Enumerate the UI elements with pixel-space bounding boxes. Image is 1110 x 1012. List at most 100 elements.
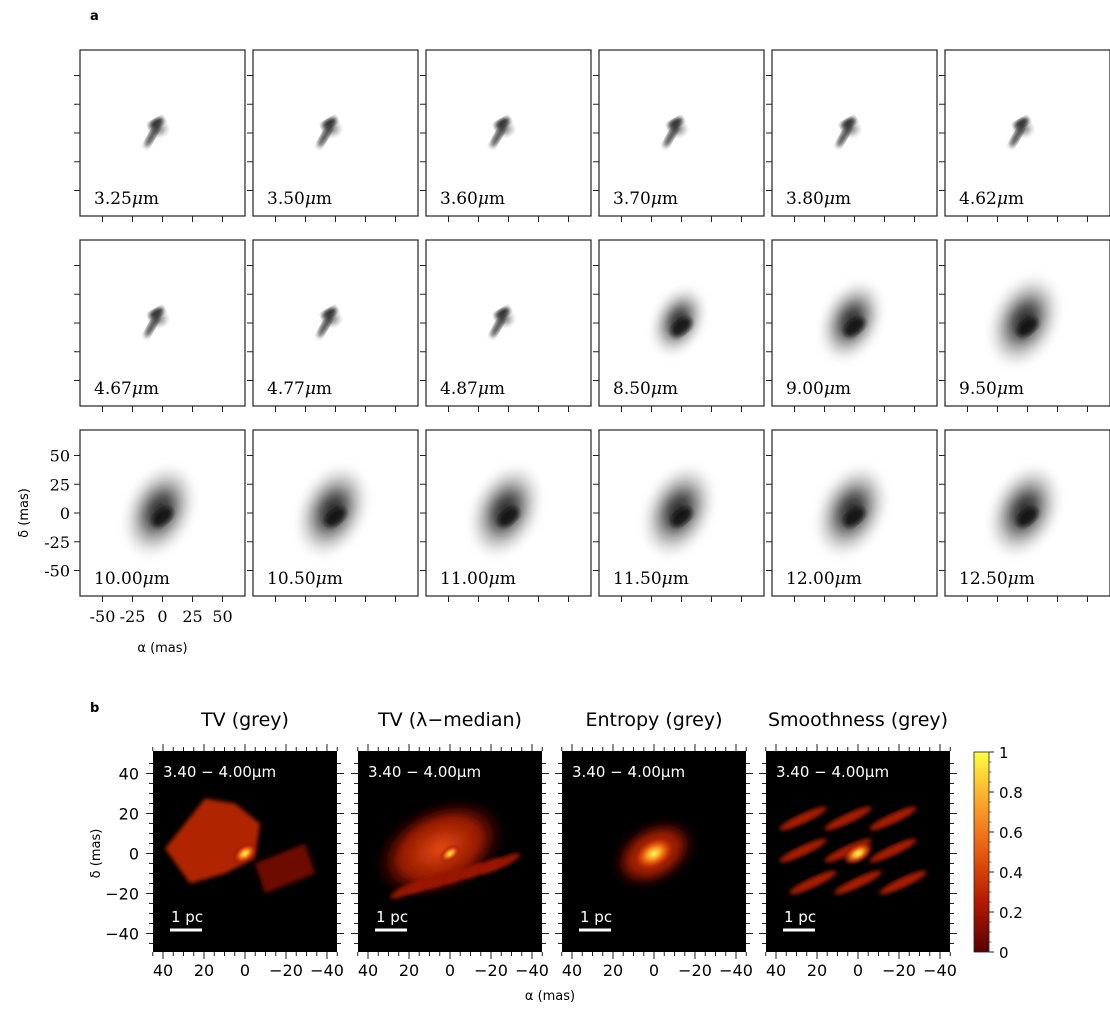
tile-image [987, 273, 1062, 369]
tile-ticks [247, 75, 396, 222]
tile-ticks [420, 75, 569, 222]
wavelength-label: 12.00μm [786, 569, 862, 589]
tile-image [468, 463, 543, 559]
x-tick-label: −40 [515, 961, 549, 980]
tile-ticks [74, 265, 223, 412]
y-tick-label: 25 [50, 475, 70, 494]
emission-streak [479, 853, 521, 874]
reconstruction-panel: TV (grey) 3.40 − 4.00μm 1 pc 40 20 0 −20 −40 [146, 709, 344, 980]
tile-image [144, 117, 171, 148]
reconstruction-image [165, 798, 315, 894]
wavelength-tile: 3.80μm [766, 49, 938, 222]
x-tick-label: −20 [269, 961, 303, 980]
x-tick-label: 0 [445, 961, 455, 980]
y-tick-label: −40 [105, 925, 139, 944]
x-tick-label: −20 [474, 961, 508, 980]
reconstruction-title: Entropy (grey) [585, 709, 722, 731]
band-label: 3.40 − 4.00μm [776, 763, 889, 781]
reconstruction-image [612, 819, 696, 888]
tile-image [490, 307, 517, 338]
x-tick-label: 40 [766, 961, 786, 980]
tile-image [650, 285, 707, 357]
panel-a-grid: 3.25μm 3.50μm 3.60μm 3.70μm 3.80μm 4.62μm 4.67… [74, 49, 1110, 602]
source-core [325, 507, 346, 527]
tile-image [987, 463, 1062, 559]
emission-streak [869, 806, 917, 831]
source-halo [1011, 119, 1036, 139]
x-tick-label: 0 [240, 961, 250, 980]
wavelength-tile: 3.70μm [593, 49, 765, 222]
wavelength-tile: 9.00μm [766, 239, 938, 412]
tile-image [814, 463, 889, 559]
colorbar: 1 0.8 0.6 0.4 0.2 0 [973, 744, 1023, 962]
scale-bar-label: 1 pc [171, 908, 203, 926]
wavelength-tile: 9.50μm [939, 239, 1110, 412]
source-core [152, 507, 173, 527]
x-tick-label: 20 [807, 961, 827, 980]
x-tick-label: 50 [212, 607, 232, 626]
tile-ticks [74, 455, 223, 602]
reconstruction-panel: Entropy (grey) 3.40 − 4.00μm 1 pc 40 20 0 −20−… [555, 709, 753, 980]
band-label: 3.40 − 4.00μm [572, 763, 685, 781]
source-halo [146, 309, 171, 329]
wavelength-tile: 12.50μm [939, 429, 1110, 602]
wavelength-label: 8.50μm [613, 379, 678, 399]
y-tick-label: 0 [129, 845, 139, 864]
x-tick-label: 0 [853, 961, 863, 980]
source-core [844, 317, 865, 337]
tile-image [317, 307, 344, 338]
panel-ticks [555, 744, 753, 959]
panel-b-label: b [90, 701, 99, 716]
wavelength-label: 11.00μm [440, 569, 516, 589]
y-tick-label: 0 [60, 504, 70, 523]
wavelength-label: 10.00μm [94, 569, 170, 589]
panel-a-label: a [90, 9, 99, 24]
wavelength-tile: 11.00μm [420, 429, 592, 602]
colorbar-tick-label: 0.6 [999, 824, 1023, 842]
wavelength-label: 10.50μm [267, 569, 343, 589]
source-halo [665, 119, 690, 139]
wavelength-tile: 10.50μm [247, 429, 419, 602]
reconstruction-image [373, 798, 521, 899]
wavelength-label: 3.50μm [267, 189, 332, 209]
source-core [498, 507, 519, 527]
source-halo [838, 119, 863, 139]
source-core [1017, 317, 1038, 337]
y-tick-label: 20 [119, 805, 139, 824]
tile-image [144, 307, 171, 338]
tile-ticks [766, 75, 915, 222]
x-tick-label: −40 [310, 961, 344, 980]
x-tick-label: -50 [90, 607, 116, 626]
x-tick-label: -25 [120, 607, 146, 626]
panel-ticks [146, 744, 344, 959]
emission-streak [824, 806, 872, 831]
x-tick-label: 20 [194, 961, 214, 980]
source-halo [146, 119, 171, 139]
wavelength-tile: 3.50μm [247, 49, 419, 222]
wavelength-label: 4.77μm [267, 379, 332, 399]
wavelength-tile: 4.67μm [74, 239, 246, 412]
wavelength-tile: 11.50μm [593, 429, 765, 602]
wavelength-tile: 8.50μm [593, 239, 765, 412]
bright-core [232, 842, 258, 865]
wavelength-label: 4.67μm [94, 379, 159, 399]
tile-image [295, 463, 370, 559]
colorbar-tick-label: 0 [999, 944, 1009, 962]
tile-ticks [766, 455, 915, 602]
source-core [671, 317, 692, 337]
reconstruction-title: Smoothness (grey) [768, 709, 948, 731]
tile-image [122, 463, 197, 559]
emission-region [255, 843, 315, 894]
tile-ticks [939, 455, 1088, 602]
source-halo [319, 119, 344, 139]
emission-streak [834, 870, 882, 895]
panel-ticks [351, 744, 549, 959]
y-tick-label: 50 [50, 447, 70, 466]
wavelength-tile: 10.00μm [74, 429, 246, 602]
y-tick-label: -25 [44, 533, 70, 552]
reconstruction-title: TV (grey) [200, 709, 289, 731]
emission-streak [879, 870, 927, 895]
colorbar-gradient [973, 751, 990, 953]
